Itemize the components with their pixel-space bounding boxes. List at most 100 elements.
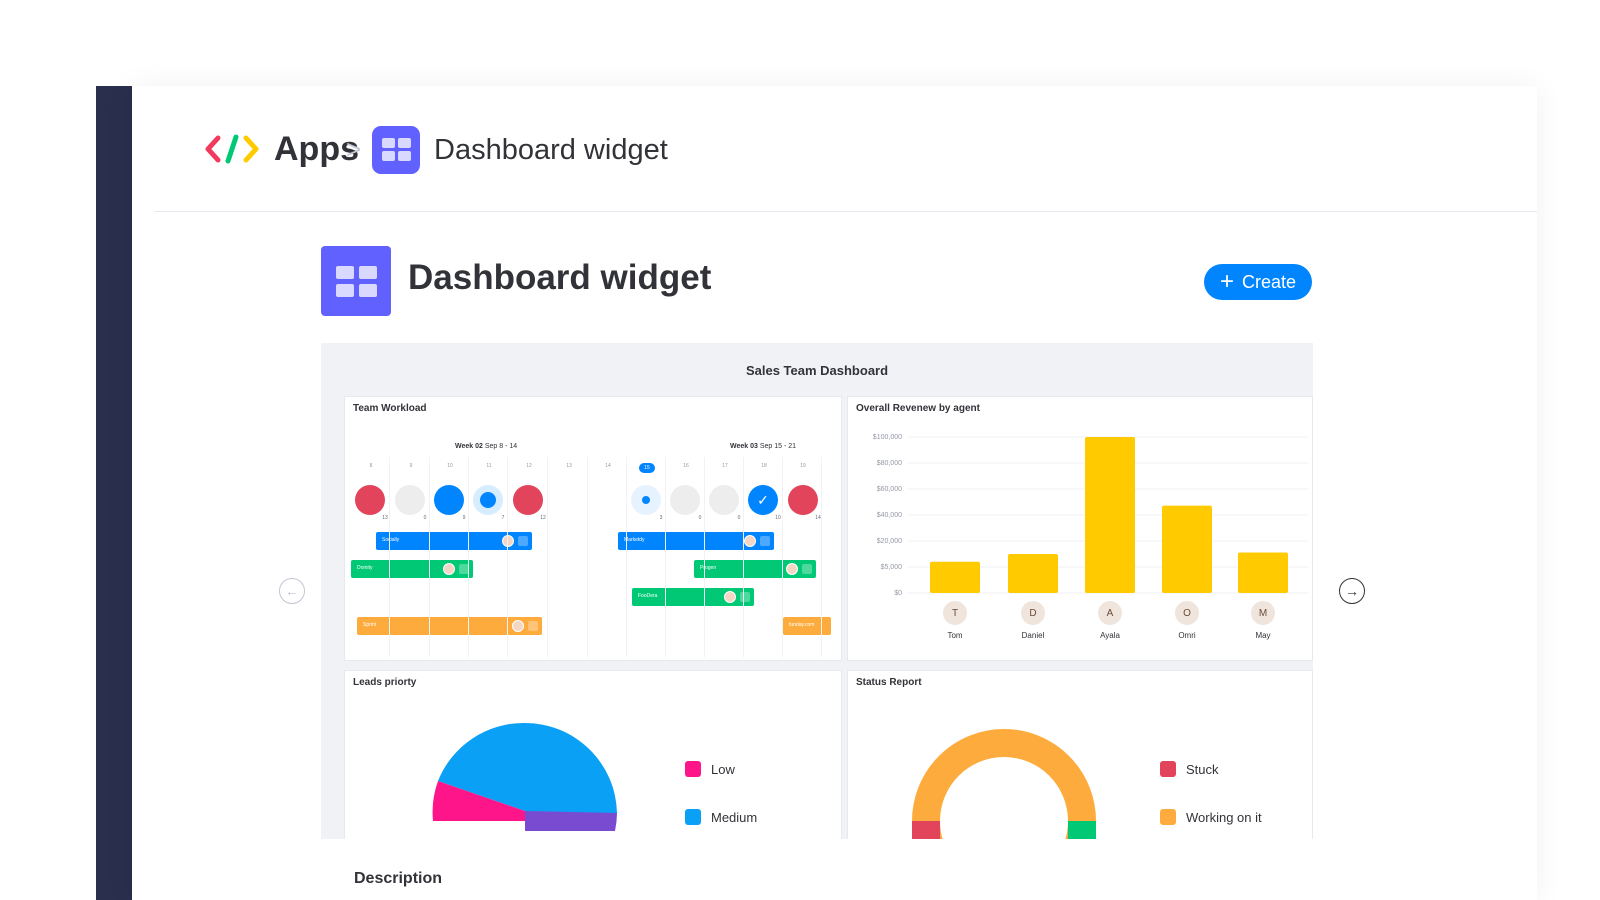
panel-title: Status Report	[856, 677, 922, 688]
day-label: 14	[605, 463, 611, 469]
breadcrumb-apps-link[interactable]: Apps	[274, 130, 359, 168]
workload-bar: Marketdy	[618, 532, 774, 550]
workload-count: 3	[659, 515, 663, 521]
workload-dot	[395, 485, 425, 515]
help-icon	[760, 536, 770, 546]
workload-count: 10	[775, 515, 781, 521]
workload-count: 9	[462, 515, 466, 521]
day-label: 15	[639, 463, 655, 473]
workload-dot	[631, 485, 661, 515]
preview-title: Sales Team Dashboard	[745, 363, 889, 378]
revenue-bar-omri	[1162, 505, 1212, 593]
workload-dot	[513, 485, 543, 515]
bar-label: FooDera	[638, 593, 658, 599]
revenue-bar-may	[1238, 552, 1288, 593]
workload-dot	[788, 485, 818, 515]
week-label: Week 02 Sep 8 - 14	[455, 443, 518, 450]
breadcrumb-current: Dashboard widget	[434, 134, 668, 166]
day-label: 9	[409, 463, 413, 469]
legend-item-low: Low	[685, 761, 735, 777]
agent-name: Omri	[1178, 631, 1196, 640]
left-sidebar	[96, 86, 132, 900]
day-label: 8	[369, 463, 373, 469]
panel-title: Leads priorty	[353, 677, 417, 688]
team-workload-panel: Team Workload Week 02 Sep 8 - 14 Week 03 …	[344, 396, 842, 661]
workload-bar: Progen	[694, 560, 816, 578]
app-detail-card: Apps > Dashboard widget Dashboard widget	[132, 86, 1537, 900]
workload-dot: ✓	[748, 485, 778, 515]
bar-label: Socially	[382, 537, 400, 543]
workload-count: 0	[737, 515, 741, 521]
legend-item-medium: Medium	[685, 809, 757, 825]
avatar	[512, 620, 524, 632]
day-label: 17	[722, 463, 728, 469]
workload-bar: Domity	[351, 560, 473, 578]
workload-bar: funday.com	[783, 617, 831, 635]
day-label: 19	[800, 463, 806, 469]
avatar: M	[1251, 601, 1275, 625]
day-label: 18	[761, 463, 767, 469]
week-label: Week 03 Sep 15 - 21	[730, 443, 797, 450]
help-icon	[459, 564, 469, 574]
agent-name: Daniel	[1021, 631, 1045, 640]
bar-label: funday.com	[789, 622, 815, 628]
workload-count: 0	[423, 515, 427, 521]
revenue-bar-daniel	[1008, 554, 1058, 593]
avatar	[724, 591, 736, 603]
panel-title: Overall Revenew by agent	[856, 403, 980, 414]
avatar: T	[943, 601, 967, 625]
workload-bar: Sprint	[357, 617, 542, 635]
avatar	[502, 535, 514, 547]
dashboard-widget-icon	[372, 126, 420, 174]
workload-count: 0	[698, 515, 702, 521]
pie-slice-medium	[438, 722, 525, 811]
agent-name: Ayala	[1100, 631, 1120, 640]
pie-slice-low	[432, 781, 525, 821]
day-label: 11	[486, 463, 492, 469]
create-button[interactable]: + Create	[1204, 264, 1312, 300]
agent-omri: O Omri	[1167, 601, 1207, 640]
chevron-right-icon: >	[346, 134, 362, 164]
workload-bar: FooDera	[632, 588, 754, 606]
y-tick-label: $40,000	[877, 512, 902, 519]
y-tick-label: $20,000	[877, 538, 902, 545]
status-donut-chart	[912, 729, 1096, 839]
workload-count: 12	[540, 515, 546, 521]
next-arrow-icon[interactable]: →	[1339, 578, 1365, 604]
bar-label: Progen	[700, 565, 717, 571]
workload-count: 14	[815, 515, 821, 521]
avatar	[744, 535, 756, 547]
pie-slice-high	[525, 811, 617, 831]
leads-priority-panel: Leads priorty Low Medium	[344, 670, 842, 839]
workload-bar: Socially	[376, 532, 532, 550]
bar-label: Sprint	[363, 622, 377, 628]
y-tick-label: $100,000	[873, 434, 902, 441]
avatar: D	[1021, 601, 1045, 625]
legend-item-working: Working on it	[1160, 809, 1262, 825]
workload-dot	[670, 485, 700, 515]
workload-dot	[709, 485, 739, 515]
day-label: 12	[526, 463, 532, 469]
y-tick-label: $0	[894, 590, 902, 597]
create-button-label: Create	[1241, 271, 1297, 292]
pie-slice-medium	[525, 723, 617, 813]
agent-may: M May	[1243, 601, 1283, 640]
y-tick-label: $60,000	[877, 486, 902, 493]
y-tick-label: $5,000	[881, 564, 903, 571]
leads-pie-chart	[432, 722, 617, 831]
agent-tom: T Tom	[935, 601, 975, 640]
agent-name: Tom	[947, 631, 963, 640]
workload-count: 13	[382, 515, 388, 521]
workload-dot	[434, 485, 464, 515]
avatar: A	[1098, 601, 1122, 625]
bar-label: Marketdy	[624, 537, 645, 543]
help-icon	[518, 536, 528, 546]
workload-dot	[473, 485, 503, 515]
workload-dot	[355, 485, 385, 515]
agent-daniel: D Daniel	[1013, 601, 1053, 640]
plus-icon: +	[1219, 268, 1234, 295]
previous-arrow-icon[interactable]: ←	[279, 578, 305, 604]
day-label: 16	[683, 463, 689, 469]
y-tick-label: $80,000	[877, 460, 902, 467]
